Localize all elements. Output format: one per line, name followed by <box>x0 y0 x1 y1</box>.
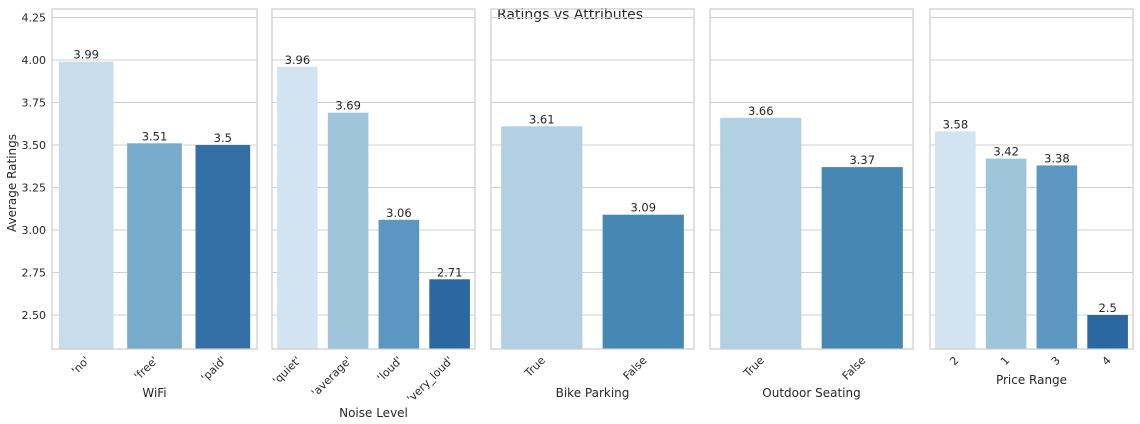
x-tick-label: True <box>740 354 767 381</box>
panel-4: 3.66 True 3.37 False Outdoor Seating <box>709 8 914 400</box>
bar <box>378 219 420 349</box>
x-axis-label: WiFi <box>142 386 166 400</box>
x-axis-label: Price Range <box>996 373 1067 387</box>
y-tick-label: 3.75 <box>22 97 47 110</box>
bar-value-label: 3.58 <box>943 117 969 131</box>
x-tick-label: False <box>840 354 869 383</box>
bar-value-label: 2.71 <box>437 265 463 279</box>
y-tick-label: 3.50 <box>22 139 47 152</box>
y-tick-label: 2.50 <box>22 309 47 322</box>
x-tick-label: 4 <box>1100 354 1114 368</box>
bar <box>127 143 182 349</box>
bar <box>602 214 684 349</box>
axes-frame <box>929 8 1134 350</box>
x-tick-label: 2 <box>947 354 961 368</box>
panel-1: 2.50 2.75 3.00 3.25 3.50 3.75 4.00 4.25 3.99 'no'… <box>22 8 258 400</box>
x-tick-label: 'average' <box>309 354 354 399</box>
y-tick-label: 3.00 <box>22 224 47 237</box>
x-tick-label: True <box>521 354 548 381</box>
y-tick-label: 4.00 <box>22 54 47 67</box>
bar-value-label: 3.5 <box>214 131 232 145</box>
bar-value-label: 3.09 <box>630 201 656 215</box>
bar <box>58 61 114 349</box>
x-tick-label: 1 <box>998 354 1012 368</box>
axes-frame <box>51 8 258 350</box>
axes-frame <box>709 8 914 350</box>
bar-value-label: 3.42 <box>993 145 1019 159</box>
x-axis-label: Noise Level <box>339 406 408 420</box>
bar-value-label: 3.96 <box>285 53 311 67</box>
axes-frame <box>271 8 476 350</box>
bar <box>720 117 802 349</box>
x-tick-label: 'free' <box>132 354 161 383</box>
panel-5: 3.58 2 3.42 1 3.38 3 2.5 4 Price Range <box>929 8 1134 387</box>
bar-value-label: 3.99 <box>73 48 99 62</box>
bar <box>935 131 976 349</box>
bar <box>327 112 369 349</box>
x-tick-label: False <box>621 354 650 383</box>
axes-frame <box>490 8 695 350</box>
x-tick-label: 3 <box>1049 354 1063 368</box>
bar <box>1036 165 1078 349</box>
bar-value-label: 3.69 <box>335 99 361 113</box>
x-tick-label: 'quiet' <box>270 354 303 387</box>
x-axis-label: Bike Parking <box>556 386 630 400</box>
bar-value-label: 3.61 <box>529 112 555 126</box>
bar <box>821 167 903 349</box>
bar <box>501 126 583 349</box>
bar <box>277 66 318 350</box>
x-tick-label: 'very_loud' <box>404 354 455 405</box>
bar-value-label: 3.06 <box>386 206 412 220</box>
chart-title: Ratings vs Attributes <box>497 7 643 23</box>
bar <box>429 279 470 349</box>
bar-value-label: 2.5 <box>1098 301 1116 315</box>
y-tick-label: 2.75 <box>22 267 47 280</box>
bar-value-label: 3.51 <box>142 129 168 143</box>
bar <box>1087 315 1128 349</box>
bar <box>195 145 251 349</box>
bar-value-label: 3.38 <box>1044 151 1070 165</box>
y-axis-label: Average Ratings <box>5 134 19 232</box>
x-tick-label: 'loud' <box>375 354 405 384</box>
panel-3: 3.61 True 3.09 False Bike Parking <box>490 8 695 400</box>
panel-2: 3.96 'quiet' 3.69 'average' 3.06 'loud' 2.71 'v… <box>270 8 476 420</box>
y-tick-label: 4.25 <box>22 12 47 25</box>
y-tick-label: 3.25 <box>22 182 47 195</box>
x-tick-label: 'paid' <box>199 354 229 384</box>
bar <box>985 158 1027 349</box>
bar-value-label: 3.37 <box>849 153 875 167</box>
x-axis-label: Outdoor Seating <box>762 386 860 400</box>
bar-value-label: 3.66 <box>748 104 774 118</box>
x-tick-label: 'no' <box>69 354 92 377</box>
